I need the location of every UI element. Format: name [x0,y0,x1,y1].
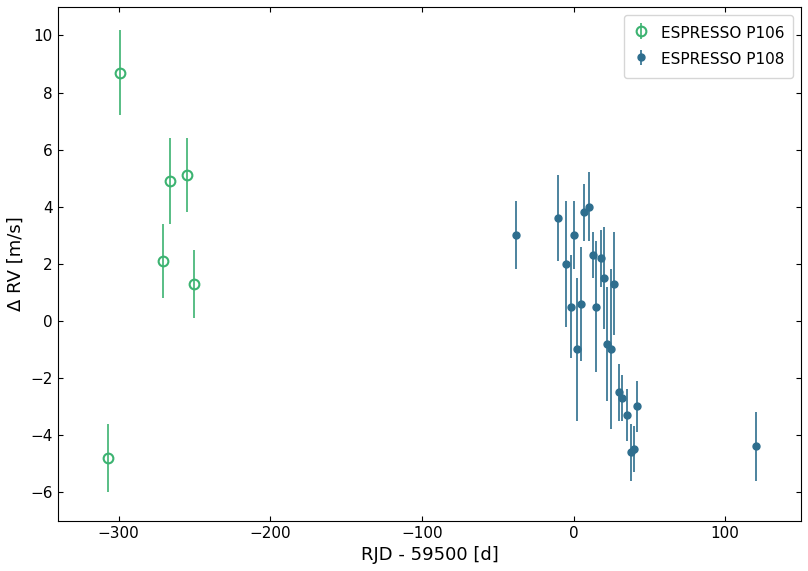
Y-axis label: Δ RV [m/s]: Δ RV [m/s] [7,216,25,311]
Legend: ESPRESSO P106, ESPRESSO P108: ESPRESSO P106, ESPRESSO P108 [624,15,793,78]
X-axis label: RJD - 59500 [d]: RJD - 59500 [d] [360,546,499,564]
